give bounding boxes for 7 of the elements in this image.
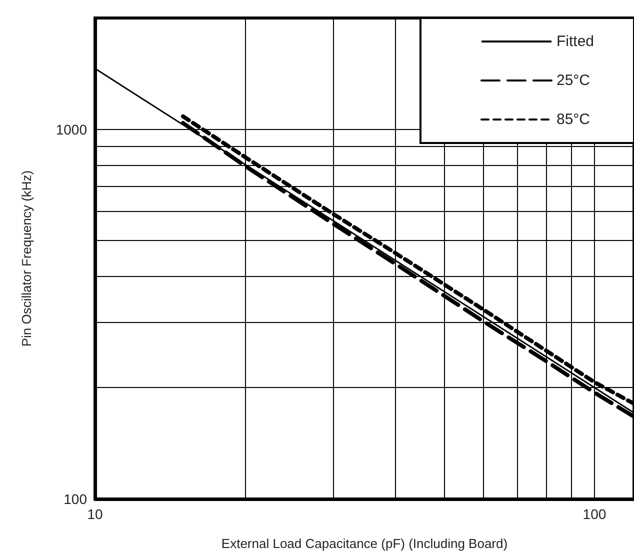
legend-label: Fitted <box>556 33 594 50</box>
x-tick-label: 10 <box>87 506 103 522</box>
x-axis-title: External Load Capacitance (pF) (Including Board) <box>221 536 508 551</box>
legend-label: 85°C <box>556 111 590 128</box>
legend-label: 25°C <box>556 72 590 89</box>
y-axis-title: Pin Oscillator Frequency (kHz) <box>19 170 34 347</box>
y-tick-label: 1000 <box>56 121 88 138</box>
